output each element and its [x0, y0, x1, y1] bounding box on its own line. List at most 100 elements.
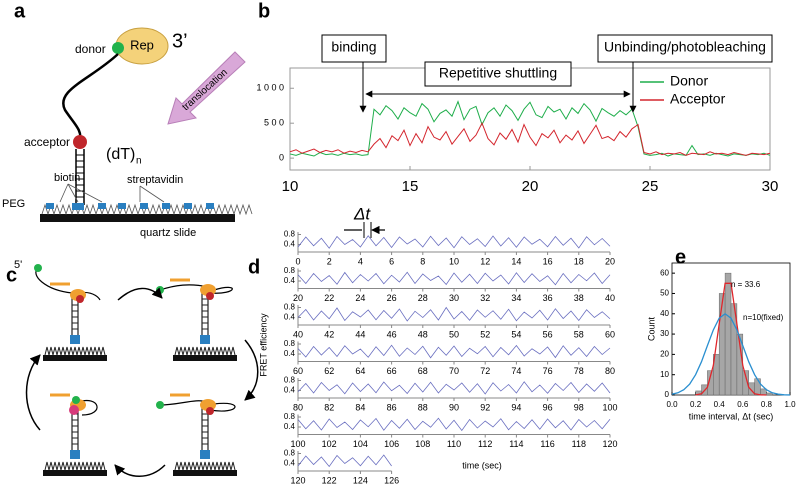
streptavidin-array: [46, 203, 214, 210]
x-tick-label: 118: [572, 439, 586, 449]
quartz-slide: [40, 214, 235, 222]
y-tick-label: 0.8: [284, 449, 296, 458]
label: PEG: [2, 198, 25, 210]
fret-trace: [297, 381, 611, 395]
x-tick-label: 40: [293, 329, 303, 339]
x-tick-label: 16: [543, 256, 553, 266]
y-tick-label: 0: [665, 390, 670, 399]
fit-curve: [671, 312, 791, 396]
x-tick-label: 46: [387, 329, 397, 339]
x-tick-label: 30: [762, 178, 779, 195]
x-tick-label: 114: [509, 439, 523, 449]
x-tick-label: 60: [605, 329, 615, 339]
label: quartz slide: [140, 227, 196, 239]
fret-trace: [297, 271, 611, 286]
x-tick-label: 120: [602, 439, 617, 449]
translocation-arrow: [167, 51, 246, 125]
x-tick-label: 98: [574, 402, 584, 412]
label: (dT): [106, 146, 135, 163]
station: [42, 292, 108, 362]
x-tick-label: 70: [449, 366, 459, 376]
label: donor: [75, 42, 106, 56]
x-tick-label: 100: [602, 402, 617, 412]
label: 3’: [172, 30, 188, 52]
x-tick-label: 38: [574, 293, 584, 303]
x-tick-label: 36: [543, 293, 553, 303]
y-axis-label: Count: [646, 317, 656, 342]
y-tick-label: 20: [660, 349, 669, 358]
annotation: binding: [331, 39, 376, 55]
label: 5': [14, 259, 22, 271]
y-tick-label: 1 0 0 0: [256, 83, 284, 93]
x-tick-label: 52: [480, 329, 490, 339]
diagram-c: 5': [14, 259, 259, 477]
x-tick-label: 68: [418, 366, 428, 376]
annotation: Unbinding/photobleaching: [604, 39, 766, 55]
x-tick-label: 10: [449, 256, 459, 266]
x-tick-label: 104: [353, 439, 368, 449]
label: streptavidin: [127, 174, 183, 186]
ssdna: [62, 53, 119, 141]
x-tick-label: 20: [522, 178, 539, 195]
interval-label: Δt: [353, 204, 371, 223]
histogram-bar: [754, 378, 761, 396]
station: [42, 407, 108, 477]
x-tick-label: 44: [355, 329, 365, 339]
x-tick-label: 50: [449, 329, 459, 339]
y-tick-label: 0.4: [284, 459, 296, 468]
x-tick-label: 106: [384, 439, 399, 449]
y-tick-label: 50: [660, 289, 669, 298]
x-tick-label: 8: [420, 256, 425, 266]
y-tick-label: 30: [660, 329, 669, 338]
x-tick-label: 18: [574, 256, 584, 266]
label: Rep: [130, 37, 154, 52]
histogram-bar: [718, 293, 726, 396]
x-tick-label: 60: [293, 366, 303, 376]
x-tick-label: 4: [358, 256, 363, 266]
y-tick-label: 0.4: [284, 276, 296, 285]
acceptor-dye: [73, 135, 87, 149]
x-tick-label: 112: [478, 439, 492, 449]
x-tick-label: 94: [511, 402, 521, 412]
x-tick-label: 80: [293, 402, 303, 412]
x-tick-label: 40: [605, 293, 615, 303]
diagram-a: donor Rep 3’ translocation acceptor (dT)…: [2, 27, 253, 239]
legend-label: Donor: [670, 73, 708, 89]
fret-trace: [297, 306, 611, 322]
x-tick-label: 72: [480, 366, 490, 376]
y-tick-label: 0.4: [284, 386, 296, 395]
y-tick-label: 0.8: [284, 339, 296, 348]
x-tick-label: 120: [290, 475, 305, 485]
x-tick-label: 88: [418, 402, 428, 412]
x-tick-label: 56: [543, 329, 553, 339]
x-tick-label: 64: [355, 366, 365, 376]
x-tick-label: 0.0: [666, 400, 678, 409]
x-tick-label: 108: [415, 439, 430, 449]
x-tick-label: 20: [293, 293, 303, 303]
fret-trace: [297, 235, 611, 249]
x-tick-label: 14: [511, 256, 521, 266]
x-tick-label: 76: [543, 366, 553, 376]
label: biotin: [54, 172, 80, 184]
annotation-box: [424, 61, 572, 87]
y-tick-label: 0.8: [284, 303, 296, 312]
panel-label: c: [6, 264, 17, 286]
x-tick-label: 25: [642, 178, 659, 195]
station: [172, 292, 238, 362]
x-tick-label: 0: [295, 256, 300, 266]
x-tick-label: 102: [322, 439, 337, 449]
x-tick-label: 2: [327, 256, 332, 266]
x-tick-label: 22: [324, 293, 334, 303]
y-tick-label: 0.8: [284, 230, 296, 239]
x-tick-label: 84: [355, 402, 365, 412]
x-tick-label: 126: [384, 475, 399, 485]
y-tick-label: 5 0 0: [264, 118, 284, 128]
curve-label: n = 33.6: [731, 280, 761, 289]
y-tick-label: 0: [279, 152, 284, 162]
x-tick-label: 1.0: [784, 400, 796, 409]
y-tick-label: 0.4: [284, 240, 296, 249]
x-tick-label: 86: [387, 402, 397, 412]
x-tick-label: 24: [355, 293, 365, 303]
panel-label: a: [14, 0, 26, 22]
y-tick-label: 0.4: [284, 422, 296, 431]
